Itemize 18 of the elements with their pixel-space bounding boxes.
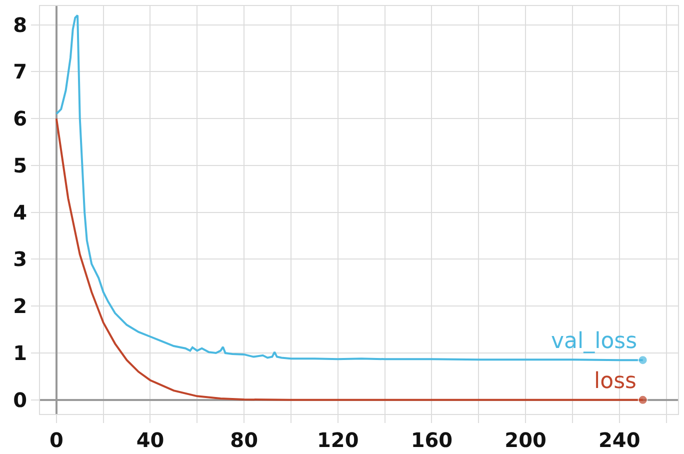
x-tick-label: 0 — [49, 428, 64, 452]
y-tick-label: 5 — [13, 153, 27, 178]
x-tick-label: 80 — [230, 428, 258, 452]
y-tick-label: 4 — [13, 200, 27, 224]
y-tick-label: 7 — [13, 60, 27, 84]
y-tick-label: 8 — [13, 12, 27, 37]
x-tick-label: 40 — [136, 428, 164, 452]
x-tick-label: 200 — [504, 428, 546, 452]
x-tick-label: 240 — [598, 428, 640, 452]
y-tick-label: 1 — [13, 341, 27, 366]
y-tick-label: 3 — [13, 247, 27, 272]
x-tick-label: 120 — [317, 428, 359, 452]
series-label: loss — [594, 369, 636, 394]
y-tick-label: 2 — [13, 294, 27, 318]
series-label: val_loss — [551, 329, 638, 354]
x-tick-label: 160 — [410, 428, 453, 452]
y-tick-label: 6 — [13, 106, 27, 131]
y-tick-label: 0 — [13, 388, 27, 412]
